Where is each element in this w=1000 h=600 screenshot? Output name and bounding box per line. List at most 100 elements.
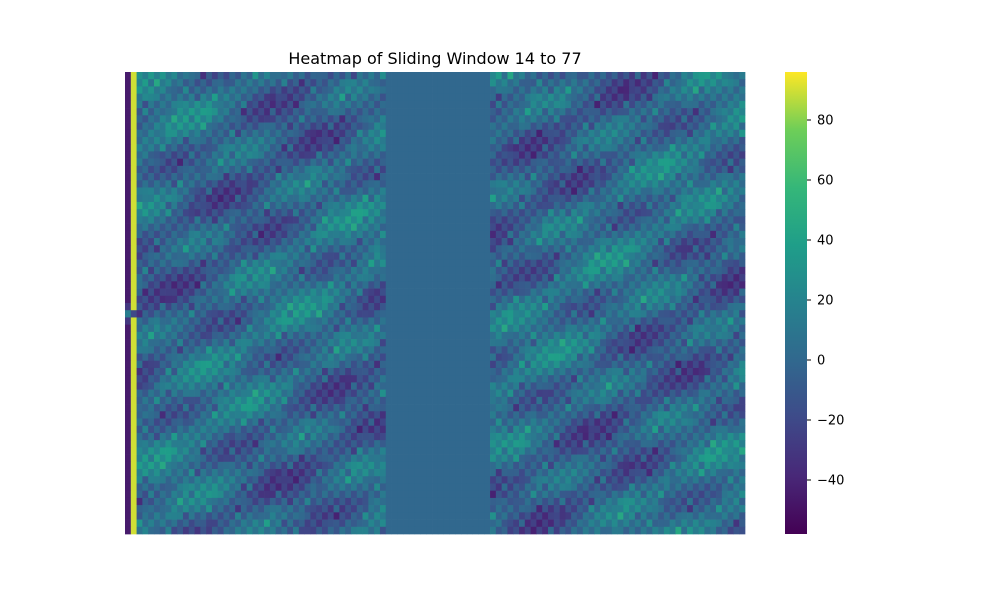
heatmap-cell [229, 79, 236, 87]
heatmap-cell [594, 288, 601, 297]
heatmap-cell [576, 317, 584, 326]
heatmap-cell [721, 382, 728, 390]
heatmap-cell [432, 194, 439, 203]
heatmap-cell [223, 339, 230, 347]
heatmap-cell [553, 266, 560, 275]
heatmap-cell [530, 281, 537, 289]
heatmap-cell [629, 100, 636, 109]
heatmap-cell [484, 151, 491, 159]
heatmap-cell [148, 136, 155, 145]
heatmap-cell [594, 194, 601, 203]
heatmap-cell [478, 303, 485, 311]
heatmap-cell [136, 151, 143, 159]
heatmap-cell [663, 209, 671, 217]
heatmap-cell [652, 310, 659, 318]
heatmap-cell [206, 245, 213, 253]
heatmap-cell [293, 404, 300, 412]
heatmap-cell [495, 252, 502, 261]
heatmap-cell [391, 136, 398, 145]
heatmap-cell [629, 353, 636, 362]
heatmap-cell [148, 288, 155, 297]
heatmap-cell [571, 266, 578, 275]
heatmap-cell [443, 201, 450, 210]
heatmap-cell [408, 274, 416, 282]
heatmap-cell [658, 144, 665, 152]
heatmap-cell [594, 339, 601, 347]
heatmap-cell [646, 295, 653, 304]
heatmap-cell [420, 108, 427, 116]
heatmap-cell [246, 79, 253, 87]
heatmap-cell [553, 86, 560, 95]
heatmap-cell [565, 303, 572, 311]
heatmap-cell [669, 238, 676, 246]
heatmap-cell [171, 136, 178, 145]
heatmap-cell [455, 353, 462, 362]
heatmap-cell [264, 404, 271, 412]
heatmap-cell [559, 194, 566, 203]
heatmap-cell [681, 115, 688, 123]
heatmap-cell [235, 144, 242, 152]
heatmap-cell [316, 295, 323, 304]
heatmap-cell [426, 165, 433, 174]
heatmap-cell [269, 375, 277, 383]
heatmap-cell [182, 93, 190, 102]
heatmap-cell [658, 396, 665, 405]
heatmap-cell [443, 310, 450, 318]
heatmap-cell [171, 245, 178, 253]
heatmap-cell [385, 209, 392, 217]
heatmap-cell [646, 209, 653, 217]
heatmap-cell [310, 173, 317, 181]
heatmap-cell [640, 144, 647, 152]
heatmap-cell [710, 122, 717, 131]
heatmap-cell [640, 375, 647, 383]
heatmap-cell [571, 173, 578, 181]
heatmap-cell [125, 129, 132, 138]
heatmap-cell [235, 194, 242, 203]
heatmap-cell [443, 259, 450, 268]
heatmap-cell [721, 274, 728, 282]
heatmap-cell [333, 367, 340, 376]
heatmap-cell [420, 180, 427, 188]
heatmap-cell [733, 86, 740, 95]
heatmap-cell [634, 72, 642, 80]
heatmap-cell [658, 122, 665, 131]
heatmap-cell [246, 252, 253, 261]
heatmap-cell [252, 72, 259, 80]
heatmap-cell [739, 216, 746, 224]
heatmap-cell [716, 144, 723, 152]
heatmap-cell [600, 245, 607, 253]
heatmap-cell [733, 259, 740, 268]
heatmap-cell [142, 339, 149, 347]
heatmap-cell [669, 173, 676, 181]
heatmap-cell [675, 331, 682, 340]
heatmap-cell [600, 86, 607, 95]
heatmap-cell [623, 136, 630, 145]
heatmap-cell [420, 317, 427, 326]
heatmap-cell [153, 259, 161, 268]
heatmap-cell [229, 324, 236, 333]
heatmap-cell [304, 86, 311, 95]
heatmap-cell [437, 122, 445, 131]
heatmap-cell [629, 259, 636, 268]
heatmap-cell [188, 194, 195, 203]
heatmap-cell [716, 209, 723, 217]
heatmap-cell [385, 346, 392, 354]
heatmap-cell [472, 72, 479, 80]
heatmap-cell [148, 108, 155, 116]
heatmap-cell [275, 144, 282, 152]
heatmap-cell [240, 187, 248, 196]
heatmap-cell [426, 295, 433, 304]
heatmap-cell [490, 303, 497, 311]
heatmap-cell [536, 295, 543, 304]
heatmap-cell [316, 274, 323, 282]
heatmap-cell [605, 317, 613, 326]
heatmap-cell [466, 238, 474, 246]
heatmap-cell [200, 266, 207, 275]
heatmap-cell [484, 194, 491, 203]
heatmap-cell [200, 122, 207, 131]
heatmap-cell [455, 288, 462, 297]
heatmap-cell [420, 129, 427, 138]
heatmap-cell [605, 108, 613, 116]
heatmap-cell [727, 382, 734, 390]
heatmap-cell [582, 144, 589, 152]
